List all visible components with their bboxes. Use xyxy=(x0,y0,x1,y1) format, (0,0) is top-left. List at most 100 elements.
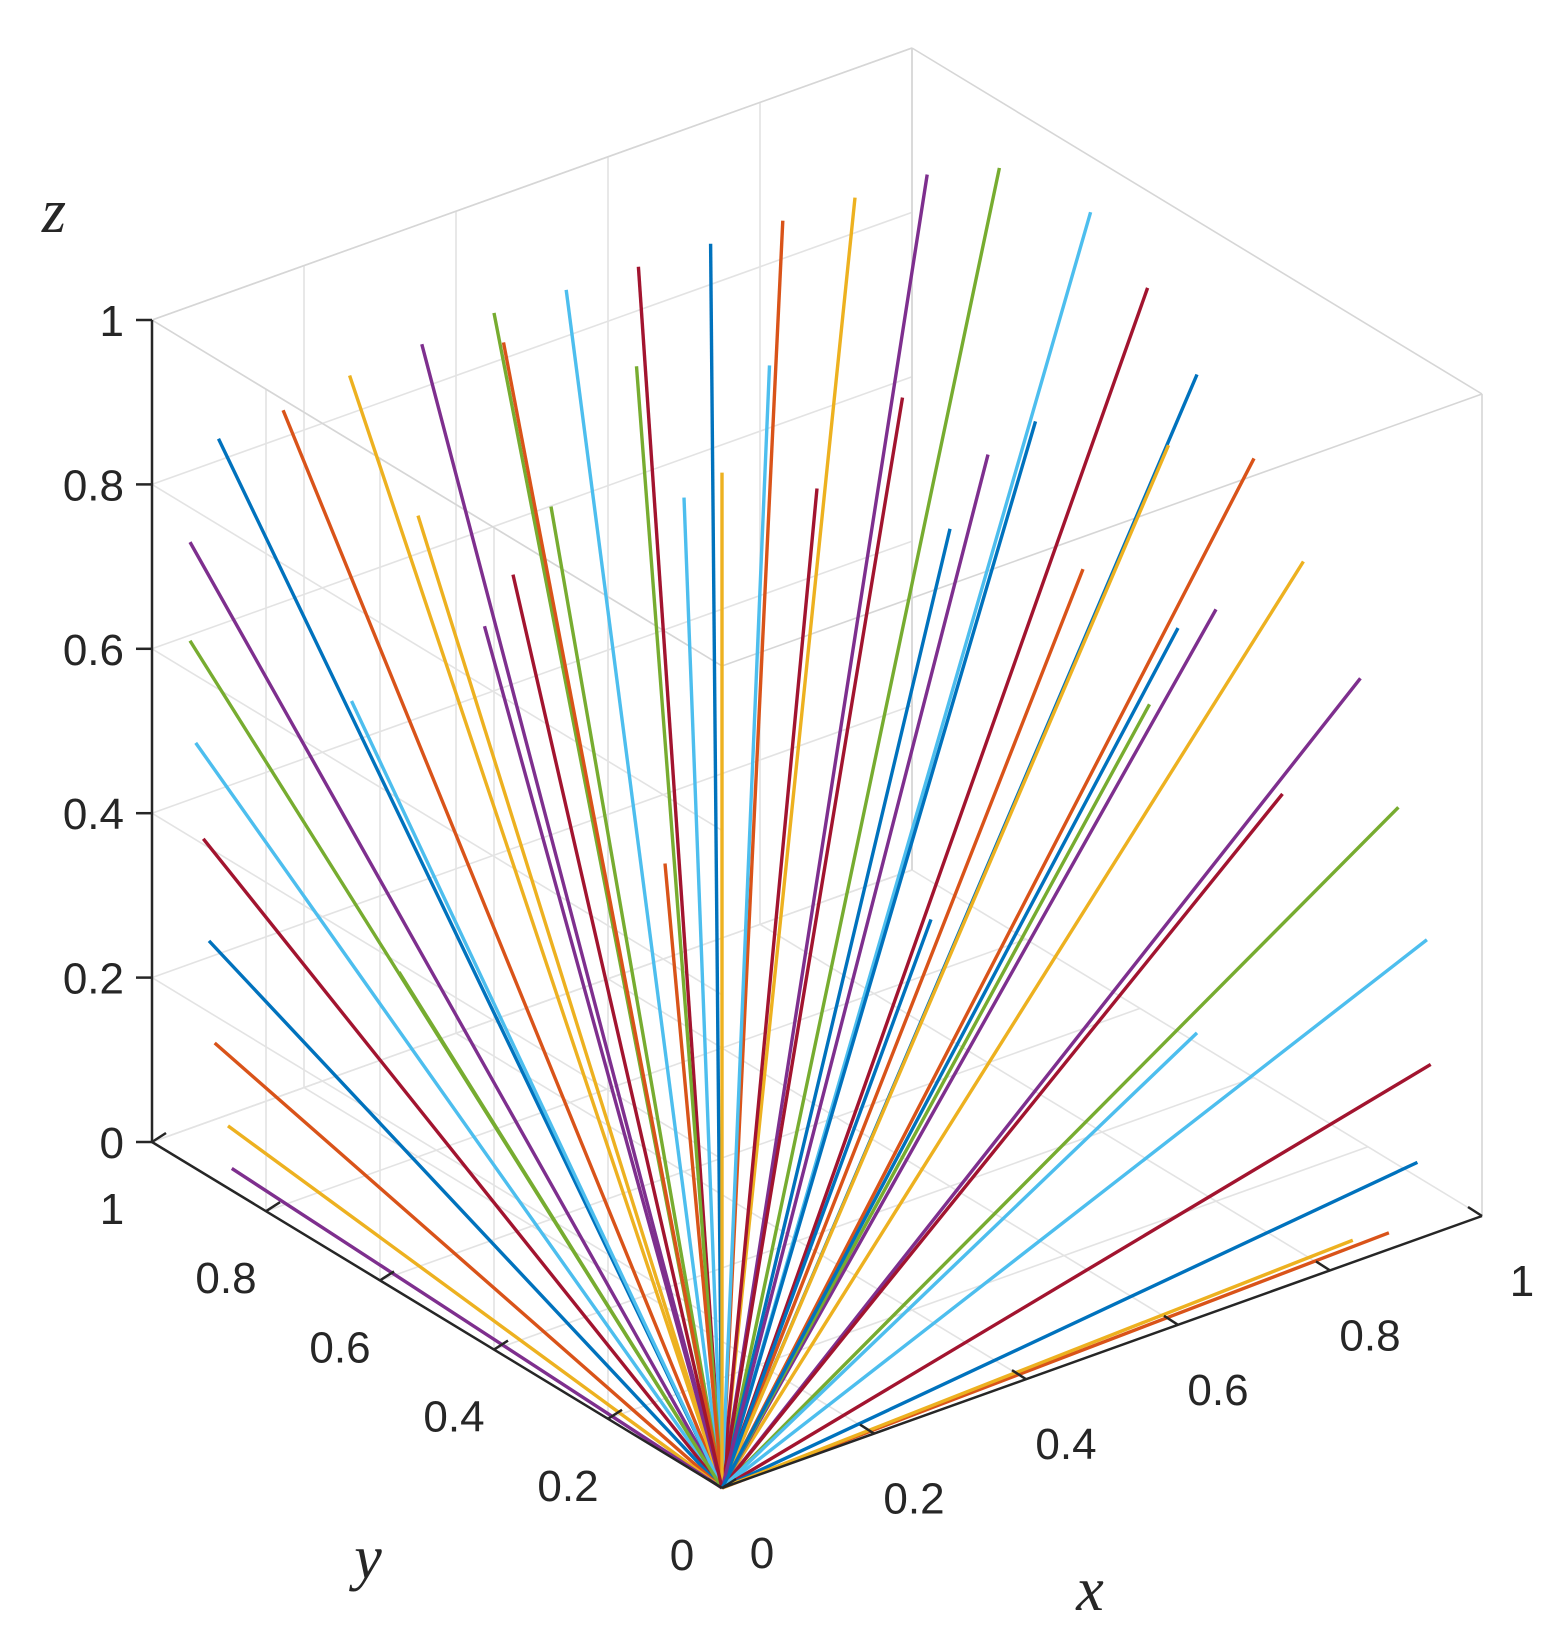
gridline xyxy=(379,1007,1141,1282)
gridline xyxy=(911,869,1483,1217)
box-edge xyxy=(151,319,723,667)
data-ray xyxy=(720,568,1085,1489)
y-tick xyxy=(151,1131,167,1144)
gridline xyxy=(493,1076,1255,1351)
data-ray xyxy=(708,243,724,1489)
data-ray xyxy=(720,560,1305,1489)
data-ray xyxy=(721,1160,1419,1490)
data-ray xyxy=(188,541,724,1489)
data-ray xyxy=(720,454,990,1489)
y-tick-label: 0.8 xyxy=(195,1254,256,1303)
data-ray xyxy=(720,444,1171,1489)
y-tick xyxy=(607,1408,623,1420)
x-tick-label: 0.6 xyxy=(1187,1366,1248,1415)
gridline xyxy=(151,211,913,486)
data-ray xyxy=(501,342,724,1489)
gridline xyxy=(759,923,1331,1272)
data-ray xyxy=(720,365,772,1489)
y-tick xyxy=(265,1201,281,1213)
z-axis-label: z xyxy=(41,178,66,246)
data-ray xyxy=(347,374,724,1489)
data-ray xyxy=(397,971,724,1489)
ray-layer xyxy=(188,167,1432,1490)
data-ray xyxy=(720,420,1038,1489)
data-ray xyxy=(721,1063,1432,1490)
data-ray xyxy=(720,287,1150,1489)
x-tick xyxy=(1011,1369,1027,1381)
x-tick xyxy=(1467,1205,1483,1218)
gridline xyxy=(151,869,913,1143)
gridline xyxy=(151,812,723,1160)
box-edge xyxy=(151,47,913,321)
data-ray xyxy=(194,741,724,1489)
x-axis-line xyxy=(721,1214,1483,1490)
data-ray xyxy=(281,409,724,1489)
z-tick-label: 0.4 xyxy=(63,790,124,839)
y-tick-label: 0.6 xyxy=(309,1323,370,1372)
data-ray xyxy=(720,174,929,1489)
y-tick-label: 1 xyxy=(100,1185,124,1234)
y-tick-label: 0 xyxy=(670,1531,694,1580)
data-ray xyxy=(720,677,1362,1490)
gridline xyxy=(151,483,723,832)
data-ray xyxy=(720,488,819,1489)
y-axis-line xyxy=(151,1140,723,1490)
data-ray xyxy=(720,608,1218,1489)
x-tick-label: 1 xyxy=(1510,1257,1534,1306)
data-ray xyxy=(720,397,905,1489)
x-tick-label: 0.4 xyxy=(1035,1420,1096,1469)
z-tick-label: 0.8 xyxy=(63,461,124,510)
z-tick-label: 0.6 xyxy=(63,626,124,675)
box-edge xyxy=(721,393,1483,667)
data-ray xyxy=(201,837,724,1490)
y-tick xyxy=(379,1270,395,1282)
box-edge xyxy=(911,47,1483,395)
data-ray xyxy=(213,1041,724,1490)
data-ray xyxy=(511,574,724,1489)
data-ray xyxy=(416,515,724,1489)
data-ray xyxy=(420,343,724,1489)
data-ray xyxy=(682,497,724,1489)
data-ray xyxy=(720,703,1151,1489)
data-ray xyxy=(482,625,724,1489)
y-axis-label: y xyxy=(348,1524,382,1592)
gridline xyxy=(151,540,913,814)
data-ray xyxy=(720,167,1002,1489)
data-ray xyxy=(349,700,724,1489)
data-ray xyxy=(564,289,724,1489)
y-tick-label: 0.4 xyxy=(423,1393,484,1442)
data-ray xyxy=(634,366,724,1489)
x-tick-label: 0.2 xyxy=(883,1475,944,1524)
data-ray xyxy=(207,939,724,1490)
x-tick-label: 0.8 xyxy=(1339,1311,1400,1360)
data-ray xyxy=(720,938,1428,1490)
data-ray xyxy=(720,806,1400,1490)
data-ray xyxy=(720,918,933,1489)
tick-layer: 0 0.2 0.4 0.6 0.8 1 0 0.2 0.4 0.6 0.8 1 0 0.2 0.4 0.6 0.… xyxy=(63,297,1534,1580)
data-ray xyxy=(663,863,724,1489)
z-tick-label: 0 xyxy=(100,1119,124,1168)
data-ray xyxy=(230,1167,723,1490)
data-ray xyxy=(720,627,1180,1489)
data-ray xyxy=(720,457,1256,1489)
y-tick xyxy=(493,1339,509,1351)
x-axis-label: x xyxy=(1075,1556,1104,1624)
x-tick xyxy=(1163,1314,1179,1326)
data-ray xyxy=(721,1238,1354,1490)
data-ray xyxy=(720,1031,1199,1490)
data-ray xyxy=(226,1124,724,1490)
x-tick-label: 0 xyxy=(750,1529,774,1578)
x-tick xyxy=(707,1477,723,1490)
data-ray xyxy=(720,528,952,1489)
z-tick-label: 1 xyxy=(100,297,124,346)
z-tick-label: 0.2 xyxy=(63,955,124,1004)
y-tick xyxy=(721,1477,737,1490)
x-tick xyxy=(859,1423,875,1435)
data-ray xyxy=(549,506,724,1489)
x-tick xyxy=(1315,1260,1331,1272)
y-tick-label: 0.2 xyxy=(537,1462,598,1511)
data-ray xyxy=(720,197,857,1489)
gridline xyxy=(455,1032,1027,1380)
axis-layer xyxy=(136,318,1483,1490)
